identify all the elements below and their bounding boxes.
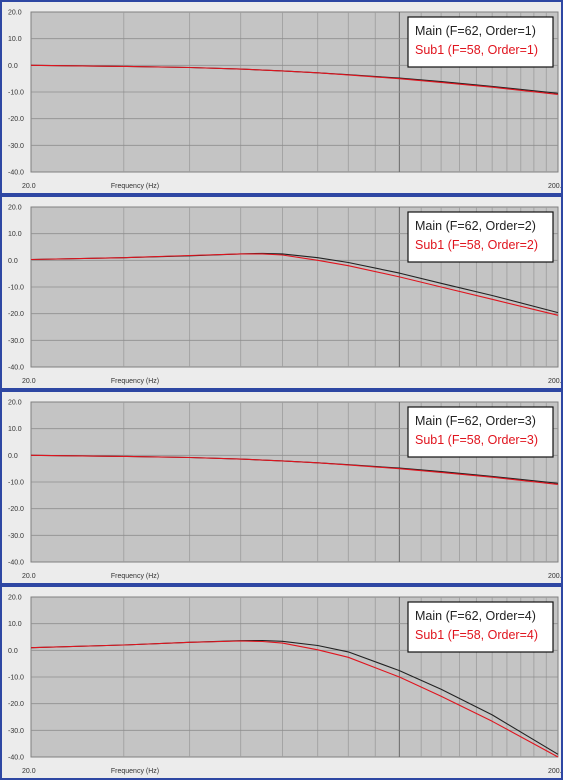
y-tick-label: -40.0	[8, 365, 24, 372]
legend-box	[407, 406, 554, 458]
y-tick-label: 10.0	[8, 231, 22, 238]
y-tick-label: -30.0	[8, 338, 24, 345]
legend-entry-sub1: Sub1 (F=58, Order=2)	[415, 238, 538, 252]
legend-entry-main: Main (F=62, Order=3)	[415, 414, 536, 428]
y-tick-label: 0.0	[8, 63, 18, 70]
y-tick-label: -10.0	[8, 675, 24, 682]
legend-entry-main: Main (F=62, Order=2)	[415, 219, 536, 233]
legend-entry-sub1: Sub1 (F=58, Order=1)	[415, 43, 538, 57]
y-tick-label: 20.0	[8, 205, 22, 212]
y-tick-label: -30.0	[8, 728, 24, 735]
x-tick-label: 200.	[548, 183, 562, 190]
legend-entry-sub1: Sub1 (F=58, Order=3)	[415, 433, 538, 447]
chart-panel-order-1: 20.0 10.0 0.0 -10.0 -20.0 -30.0 -40.0 20.0 200. F…	[0, 0, 563, 195]
y-tick-label: 0.0	[8, 648, 18, 655]
x-tick-label: 20.0	[22, 768, 36, 775]
series-line-sub1	[30, 454, 559, 485]
x-tick-label: 20.0	[22, 573, 36, 580]
series-line-sub1	[30, 253, 559, 316]
x-tick-label: 200.	[548, 573, 562, 580]
y-tick-label: -10.0	[8, 285, 24, 292]
legend-entry-main: Main (F=62, Order=1)	[415, 24, 536, 38]
legend-box	[407, 211, 554, 263]
legend-entry-sub1: Sub1 (F=58, Order=4)	[415, 628, 538, 642]
chart-svg: 20.0 10.0 0.0 -10.0 -20.0 -30.0 -40.0 20.0 200. F…	[8, 10, 562, 191]
chart-panel-order-4: 20.0 10.0 0.0 -10.0 -20.0 -30.0 -40.0 20.0 200. F…	[0, 585, 563, 780]
y-tick-label: -20.0	[8, 311, 24, 318]
y-tick-label: 10.0	[8, 426, 22, 433]
legend-entry-main: Main (F=62, Order=4)	[415, 609, 536, 623]
x-tick-label: 200.	[548, 378, 562, 385]
y-tick-label: -20.0	[8, 701, 24, 708]
y-tick-label: 0.0	[8, 258, 18, 265]
x-axis-label: Frequency (Hz)	[111, 573, 159, 580]
series-line-sub1	[30, 640, 559, 758]
legend-box	[407, 16, 554, 68]
y-tick-label: 0.0	[8, 453, 18, 460]
chart-svg: 20.0 10.0 0.0 -10.0 -20.0 -30.0 -40.0 20.0 200. F…	[8, 400, 562, 581]
y-tick-label: -40.0	[8, 170, 24, 177]
y-tick-label: 10.0	[8, 621, 22, 628]
x-tick-label: 20.0	[22, 183, 36, 190]
chart-svg: 20.0 10.0 0.0 -10.0 -20.0 -30.0 -40.0 20.0 200. F…	[8, 205, 562, 386]
y-tick-label: 20.0	[8, 595, 22, 602]
y-tick-label: -40.0	[8, 560, 24, 567]
x-axis-label: Frequency (Hz)	[111, 378, 159, 385]
y-tick-label: -20.0	[8, 506, 24, 513]
y-tick-label: -10.0	[8, 90, 24, 97]
legend-box	[407, 601, 554, 653]
y-tick-label: -30.0	[8, 143, 24, 150]
chart-svg: 20.0 10.0 0.0 -10.0 -20.0 -30.0 -40.0 20.0 200. F…	[8, 595, 562, 776]
y-tick-label: -20.0	[8, 116, 24, 123]
series-line-sub1	[30, 64, 559, 95]
y-tick-label: 20.0	[8, 10, 22, 17]
chart-panel-order-3: 20.0 10.0 0.0 -10.0 -20.0 -30.0 -40.0 20.0 200. F…	[0, 390, 563, 585]
y-tick-label: 20.0	[8, 400, 22, 407]
chart-panel-order-2: 20.0 10.0 0.0 -10.0 -20.0 -30.0 -40.0 20.0 200. F…	[0, 195, 563, 390]
x-tick-label: 200.	[548, 768, 562, 775]
x-axis-label: Frequency (Hz)	[111, 183, 159, 190]
x-tick-label: 20.0	[22, 378, 36, 385]
y-tick-label: -10.0	[8, 480, 24, 487]
y-tick-label: 10.0	[8, 36, 22, 43]
y-tick-label: -30.0	[8, 533, 24, 540]
x-axis-label: Frequency (Hz)	[111, 768, 159, 775]
y-tick-label: -40.0	[8, 755, 24, 762]
